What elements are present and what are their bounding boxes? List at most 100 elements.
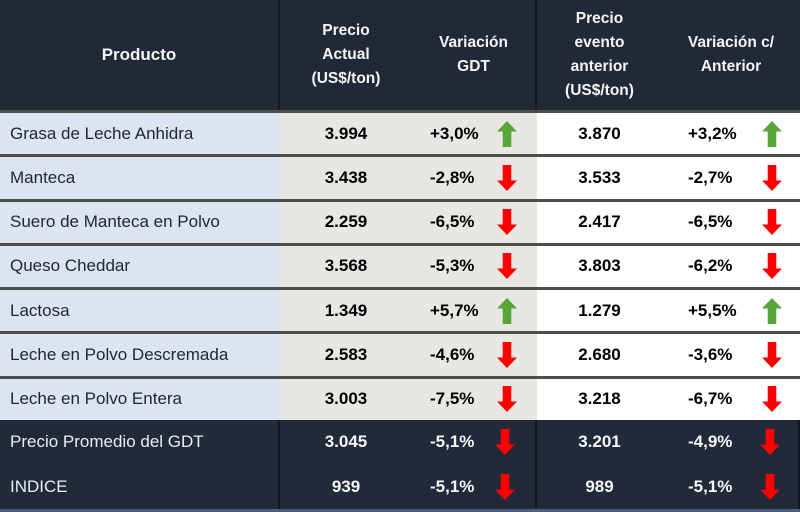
header-precio-actual: Precio Actual (US$/ton) xyxy=(311,21,381,87)
header-producto: Producto xyxy=(0,0,280,110)
down-arrow-icon xyxy=(495,429,515,456)
down-arrow-icon xyxy=(497,209,517,236)
table-row: Leche en Polvo Entera 3.003 -7,5% 3.218 … xyxy=(0,375,800,420)
current-price-value: 3.994 xyxy=(280,113,412,155)
down-arrow-icon xyxy=(495,473,515,500)
product-name: INDICE xyxy=(0,464,280,509)
previous-variation-value: -4,9% xyxy=(688,432,733,452)
current-price-value: 3.568 xyxy=(280,245,412,288)
gdt-variation-value: -5,1% xyxy=(430,432,475,452)
down-arrow-icon xyxy=(497,253,517,280)
gdt-variation-cell: -5,1% xyxy=(412,420,537,465)
gdt-variation-value: -5,1% xyxy=(430,476,475,496)
previous-variation-cell: -2,7% xyxy=(662,157,800,199)
product-name: Manteca xyxy=(0,157,280,199)
gdt-variation-cell: +3,0% xyxy=(412,113,537,155)
previous-variation-value: -2,7% xyxy=(688,167,733,187)
table-row: Suero de Manteca en Polvo 2.259 -6,5% 2.… xyxy=(0,198,800,243)
previous-variation-value: +3,2% xyxy=(688,123,737,143)
down-arrow-icon xyxy=(760,473,780,500)
gdt-variation-cell: -5,3% xyxy=(412,245,537,288)
gdt-variation-cell: +5,7% xyxy=(412,290,537,332)
table-row: Manteca 3.438 -2,8% 3.533 -2,7% xyxy=(0,154,800,199)
table-body: Grasa de Leche Anhidra 3.994 +3,0% 3.870… xyxy=(0,110,800,420)
product-name: Precio Promedio del GDT xyxy=(0,420,280,465)
down-arrow-icon xyxy=(760,429,780,456)
down-arrow-icon xyxy=(497,342,517,369)
gdt-variation-value: -5,3% xyxy=(430,256,475,276)
up-arrow-icon xyxy=(762,120,782,147)
product-name: Suero de Manteca en Polvo xyxy=(0,201,280,243)
previous-variation-value: -5,1% xyxy=(688,476,733,496)
current-price-value: 1.349 xyxy=(280,290,412,332)
gdt-variation-value: +5,7% xyxy=(430,300,479,320)
current-price-value: 3.045 xyxy=(280,420,412,465)
up-arrow-icon xyxy=(497,297,517,324)
previous-variation-value: -6,5% xyxy=(688,212,733,232)
header-precio-anterior: Precio evento anterior (US$/ton) xyxy=(565,9,634,100)
table-row: Lactosa 1.349 +5,7% 1.279 +5,5% xyxy=(0,287,800,332)
down-arrow-icon xyxy=(762,342,782,369)
up-arrow-icon xyxy=(497,120,517,147)
previous-price-value: 3.218 xyxy=(537,378,662,420)
previous-price-value: 2.417 xyxy=(537,201,662,243)
previous-variation-cell: -3,6% xyxy=(662,334,800,376)
previous-variation-cell: +5,5% xyxy=(662,290,800,332)
down-arrow-icon xyxy=(762,386,782,413)
previous-variation-cell: +3,2% xyxy=(662,113,800,155)
current-price-value: 939 xyxy=(280,464,412,509)
down-arrow-icon xyxy=(762,209,782,236)
gdt-variation-value: -4,6% xyxy=(430,345,475,365)
table-row: Grasa de Leche Anhidra 3.994 +3,0% 3.870… xyxy=(0,110,800,155)
gdt-variation-cell: -4,6% xyxy=(412,334,537,376)
gdt-variation-cell: -6,5% xyxy=(412,201,537,243)
previous-price-value: 3.201 xyxy=(537,420,662,465)
gdt-variation-value: +3,0% xyxy=(430,123,479,143)
previous-variation-cell: -6,2% xyxy=(662,245,800,288)
previous-variation-cell: -5,1% xyxy=(662,464,800,509)
gdt-variation-value: -6,5% xyxy=(430,212,475,232)
previous-price-value: 2.680 xyxy=(537,334,662,376)
gdt-variation-value: -7,5% xyxy=(430,389,475,409)
previous-variation-value: -6,2% xyxy=(688,256,733,276)
table-row: Queso Cheddar 3.568 -5,3% 3.803 -6,2% xyxy=(0,242,800,288)
table-row: Leche en Polvo Descremada 2.583 -4,6% 2.… xyxy=(0,331,800,376)
down-arrow-icon xyxy=(497,386,517,413)
previous-variation-cell: -4,9% xyxy=(662,420,800,465)
product-name: Lactosa xyxy=(0,290,280,332)
table-row: Precio Promedio del GDT 3.045 -5,1% 3.20… xyxy=(0,420,800,465)
previous-price-value: 3.803 xyxy=(537,245,662,288)
table-header: Producto Precio Actual (US$/ton) Variaci… xyxy=(0,0,800,110)
current-price-value: 2.259 xyxy=(280,201,412,243)
down-arrow-icon xyxy=(762,164,782,191)
previous-price-value: 989 xyxy=(537,464,662,509)
gdt-variation-cell: -7,5% xyxy=(412,378,537,420)
table-row: INDICE 939 -5,1% 989 -5,1% xyxy=(0,464,800,509)
previous-price-value: 3.870 xyxy=(537,113,662,155)
current-price-value: 3.438 xyxy=(280,157,412,199)
gdt-variation-cell: -2,8% xyxy=(412,157,537,199)
down-arrow-icon xyxy=(762,253,782,280)
header-variacion-gdt: Variación GDT xyxy=(412,0,537,110)
up-arrow-icon xyxy=(762,297,782,324)
previous-variation-cell: -6,7% xyxy=(662,378,800,420)
product-name: Leche en Polvo Entera xyxy=(0,378,280,420)
previous-variation-value: +5,5% xyxy=(688,300,737,320)
gdt-variation-value: -2,8% xyxy=(430,167,475,187)
previous-variation-cell: -6,5% xyxy=(662,201,800,243)
previous-price-value: 1.279 xyxy=(537,290,662,332)
previous-price-value: 3.533 xyxy=(537,157,662,199)
current-price-value: 2.583 xyxy=(280,334,412,376)
bottom-edge-strip xyxy=(0,509,800,512)
table-summary: Precio Promedio del GDT 3.045 -5,1% 3.20… xyxy=(0,420,800,509)
product-name: Grasa de Leche Anhidra xyxy=(0,113,280,155)
header-variacion-anterior: Variación c/ Anterior xyxy=(687,33,775,75)
gdt-variation-cell: -5,1% xyxy=(412,464,537,509)
previous-variation-value: -3,6% xyxy=(688,345,733,365)
current-price-value: 3.003 xyxy=(280,378,412,420)
previous-variation-value: -6,7% xyxy=(688,389,733,409)
product-name: Leche en Polvo Descremada xyxy=(0,334,280,376)
down-arrow-icon xyxy=(497,164,517,191)
product-name: Queso Cheddar xyxy=(0,245,280,288)
